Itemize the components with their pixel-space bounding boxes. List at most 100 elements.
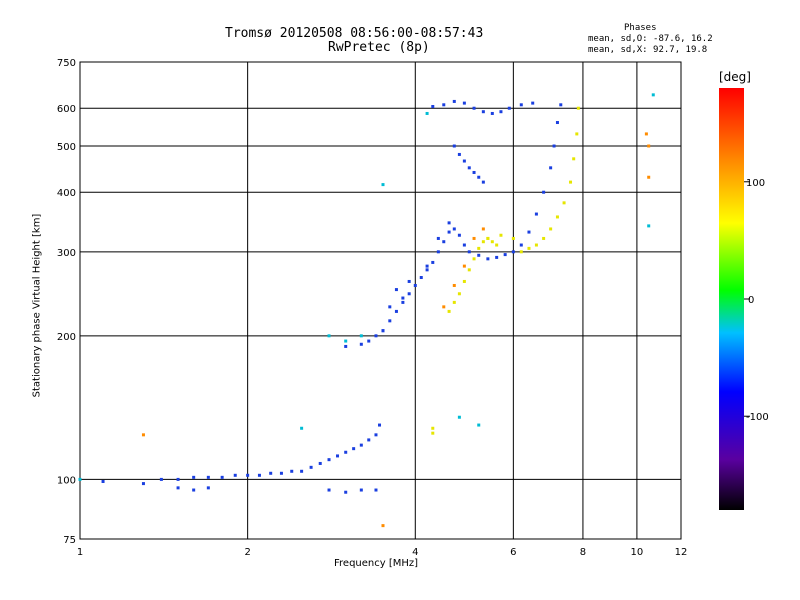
data-point — [401, 296, 405, 300]
data-point — [78, 477, 82, 481]
data-point — [481, 180, 485, 184]
x-tick-label: 2 — [244, 547, 250, 558]
y-tick-label: 200 — [57, 332, 76, 343]
data-point — [531, 101, 535, 105]
data-point — [367, 339, 371, 343]
data-point — [141, 433, 145, 437]
data-points — [78, 93, 655, 528]
data-point — [647, 144, 651, 148]
data-point — [542, 190, 546, 194]
data-point — [101, 479, 105, 483]
data-point — [309, 465, 313, 469]
data-point — [519, 250, 523, 254]
data-point — [490, 240, 494, 244]
data-point — [359, 334, 363, 338]
data-point — [394, 288, 398, 292]
data-point — [495, 255, 499, 259]
data-point — [519, 243, 523, 247]
colorbar-tick-label: -100 — [746, 412, 769, 423]
data-point — [442, 103, 446, 107]
data-point — [374, 433, 378, 437]
data-point — [344, 450, 348, 454]
y-tick-label: 100 — [57, 475, 76, 486]
data-point — [192, 475, 196, 479]
data-point — [327, 334, 331, 338]
data-point — [457, 152, 461, 156]
plot-frame — [79, 61, 682, 540]
data-point — [481, 240, 485, 244]
data-point — [462, 159, 466, 163]
data-point — [507, 106, 511, 110]
data-point — [499, 233, 503, 237]
data-point — [431, 426, 435, 430]
data-point — [300, 426, 304, 430]
data-point — [647, 224, 651, 228]
data-point — [477, 175, 481, 179]
data-point — [206, 475, 210, 479]
data-point — [233, 473, 237, 477]
data-point — [569, 180, 573, 184]
x-tick-label: 4 — [412, 547, 418, 558]
x-tick-label: 1 — [77, 547, 83, 558]
data-point — [344, 344, 348, 348]
data-point — [425, 264, 429, 268]
x-axis-label: Frequency [MHz] — [334, 558, 419, 569]
data-point — [462, 264, 466, 268]
data-point — [534, 243, 538, 247]
data-point — [176, 477, 180, 481]
data-point — [425, 268, 429, 272]
colorbar — [719, 88, 744, 510]
data-point — [318, 461, 322, 465]
data-point — [576, 106, 580, 110]
data-point — [552, 144, 556, 148]
data-point — [457, 292, 461, 296]
data-point — [452, 283, 456, 287]
colorbar-unit: [deg] — [719, 70, 751, 84]
data-point — [436, 236, 440, 240]
x-tick-label: 10 — [631, 547, 644, 558]
data-point — [511, 236, 515, 240]
chart-title-line2: RwPretec (8p) — [328, 40, 430, 55]
data-point — [477, 253, 481, 257]
data-point — [467, 268, 471, 272]
data-point — [462, 101, 466, 105]
data-point — [344, 339, 348, 343]
data-point — [472, 236, 476, 240]
data-point — [452, 227, 456, 231]
phases-line-x: mean, sd,X: 92.7, 19.8 — [588, 45, 708, 55]
data-point — [562, 201, 566, 205]
y-tick-label: 300 — [57, 248, 76, 259]
data-point — [374, 334, 378, 338]
data-point — [462, 243, 466, 247]
y-tick-label: 600 — [57, 104, 76, 115]
data-point — [336, 454, 340, 458]
data-point — [481, 110, 485, 114]
data-point — [651, 93, 655, 97]
data-point — [452, 99, 456, 103]
data-point — [220, 475, 224, 479]
data-point — [549, 166, 553, 170]
data-point — [542, 236, 546, 240]
data-point — [367, 438, 371, 442]
data-point — [472, 106, 476, 110]
data-point — [279, 471, 283, 475]
colorbar-tick-label: 0 — [748, 295, 754, 306]
data-point — [477, 246, 481, 250]
data-point — [359, 443, 363, 447]
data-point — [425, 111, 429, 115]
data-point — [176, 486, 180, 490]
data-point — [192, 488, 196, 492]
data-point — [527, 246, 531, 250]
data-point — [327, 458, 331, 462]
data-point — [519, 103, 523, 107]
x-tick-label: 12 — [675, 547, 688, 558]
y-tick-label: 400 — [57, 188, 76, 199]
data-point — [462, 279, 466, 283]
data-point — [447, 221, 451, 225]
x-tick-labels: 1 2 4 6 8 10 12 — [77, 547, 688, 558]
y-tick-label: 500 — [57, 142, 76, 153]
data-point — [290, 469, 294, 473]
data-point — [431, 431, 435, 435]
data-point — [472, 257, 476, 261]
data-point — [381, 524, 385, 528]
